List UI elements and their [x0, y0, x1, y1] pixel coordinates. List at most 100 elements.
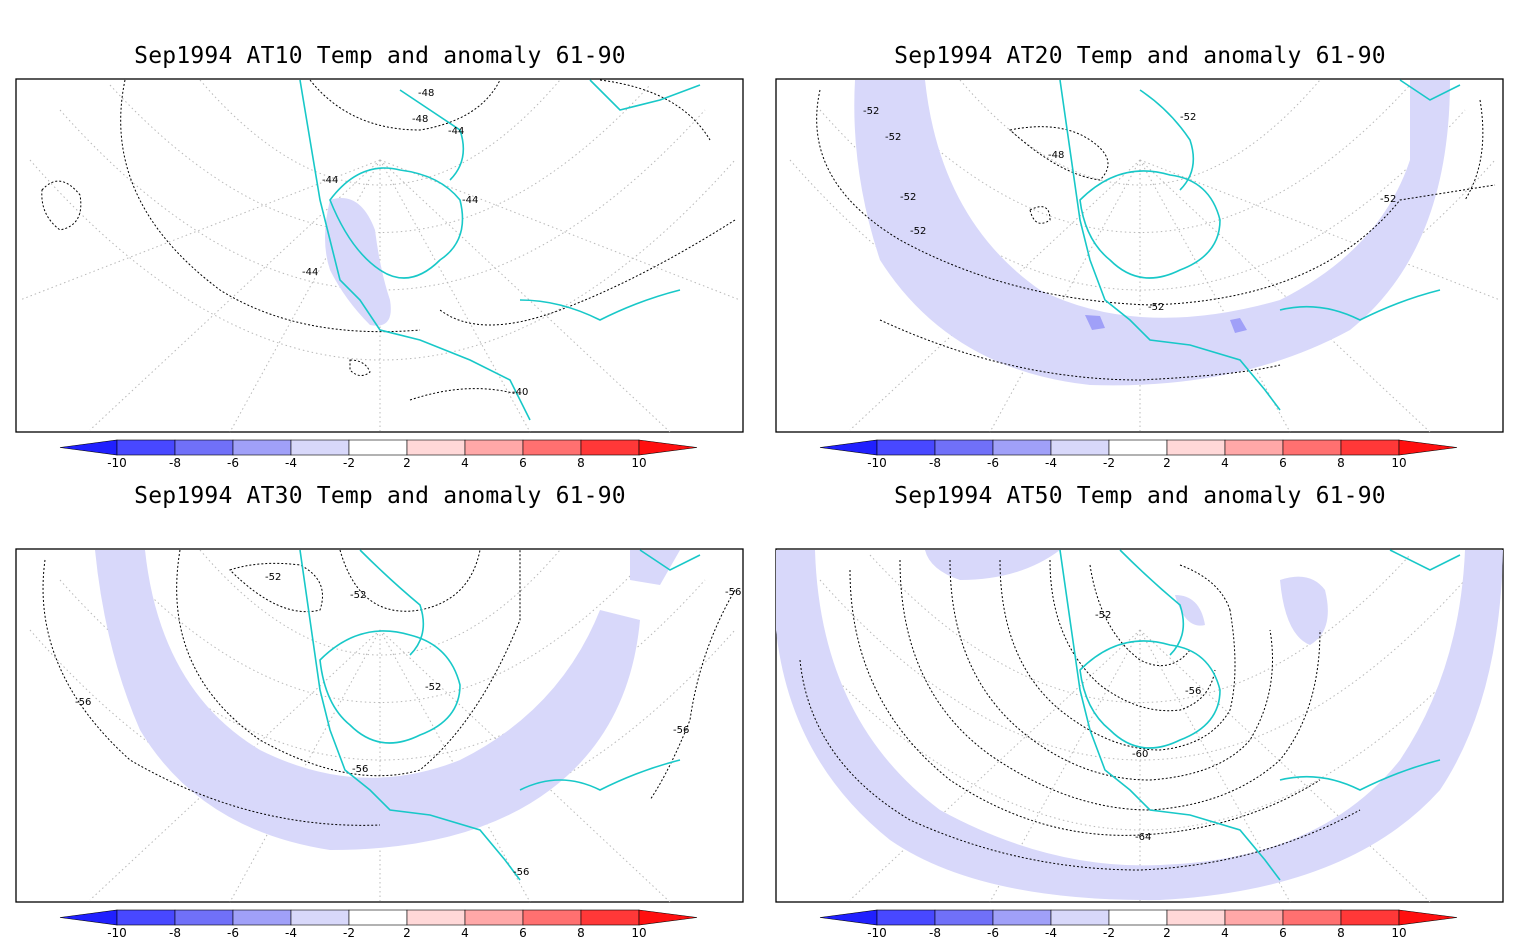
colorbar-segment: [348, 909, 408, 926]
colorbar-segment: [1050, 439, 1110, 456]
colorbar-tick-label: -4: [285, 456, 297, 470]
svg-text:-56: -56: [513, 867, 529, 878]
colorbar-tick-label: 2: [403, 926, 411, 940]
colorbar-segment: [992, 909, 1052, 926]
contour-labels: -52 -56 -60 -64: [1095, 610, 1201, 843]
colorbar-segment: [1108, 439, 1168, 456]
panel-title: Sep1994 AT50 Temp and anomaly 61-90: [894, 483, 1386, 509]
colorbar-segment: [1340, 439, 1400, 456]
colorbar-arrow-right: [638, 909, 698, 926]
contour-labels: -52 -52 -52 -56 -56 -56 -56 -56: [75, 572, 741, 878]
colorbar-tick-label: 10: [631, 456, 646, 470]
colorbar-segment: [1166, 909, 1226, 926]
colorbar-segment: [348, 439, 408, 456]
svg-text:-56: -56: [352, 764, 368, 775]
svg-text:-56: -56: [725, 587, 741, 598]
colorbar: -10 -8 -6 -4 -2 2 4 6 8 10: [59, 909, 698, 940]
colorbar-tick-label: 6: [519, 926, 527, 940]
svg-text:-52: -52: [1148, 302, 1164, 313]
svg-text:-52: -52: [350, 590, 366, 601]
colorbar-segment: [876, 439, 936, 456]
colorbar-arrow-left: [59, 909, 118, 926]
colorbar-segment: [464, 909, 524, 926]
colorbar-segment: [580, 439, 640, 456]
colorbar-tick-label: -8: [169, 926, 181, 940]
svg-text:-56: -56: [75, 697, 91, 708]
colorbar-tick-label: -8: [169, 456, 181, 470]
svg-text:-60: -60: [1132, 749, 1148, 760]
svg-text:-56: -56: [1185, 686, 1201, 697]
contours: [799, 559, 1361, 871]
colorbar-segment: [232, 439, 292, 456]
panel-title: Sep1994 AT30 Temp and anomaly 61-90: [134, 483, 626, 509]
colorbar-tick-label: 2: [1163, 456, 1171, 470]
colorbar-arrow-left: [819, 439, 878, 456]
svg-text:-52: -52: [1095, 610, 1111, 621]
colorbar-tick-label: -8: [929, 456, 941, 470]
svg-text:-48: -48: [1048, 150, 1064, 161]
coastline: [1059, 549, 1461, 881]
colorbar-tick-label: 10: [1391, 456, 1406, 470]
colorbar-tick-label: 4: [1221, 456, 1229, 470]
map-at30: -52 -52 -52 -56 -56 -56 -56 -56: [15, 548, 744, 903]
colorbar-tick-label: -2: [343, 456, 355, 470]
contours: [41, 79, 736, 401]
svg-text:-44: -44: [462, 195, 478, 206]
colorbar-segment: [290, 439, 350, 456]
colorbar-tick-label: 10: [631, 926, 646, 940]
svg-text:-52: -52: [900, 192, 916, 203]
colorbar-segment: [406, 909, 466, 926]
svg-text:-44: -44: [322, 175, 338, 186]
colorbar-tick-label: -10: [107, 456, 127, 470]
map-at20: -52 -52 -52 -52 -48 -52 -52 -52: [775, 78, 1504, 433]
colorbar: -10 -8 -6 -4 -2 2 4 6 8 10: [819, 909, 1458, 940]
coastline: [299, 549, 701, 881]
colorbar-segment: [174, 909, 234, 926]
colorbar-tick-label: 6: [1279, 926, 1287, 940]
svg-text:-44: -44: [448, 126, 464, 137]
colorbar-segment: [1050, 909, 1110, 926]
svg-text:-52: -52: [885, 132, 901, 143]
colorbar-segment: [1340, 909, 1400, 926]
svg-text:-56: -56: [673, 725, 689, 736]
colorbar-segment: [1282, 439, 1342, 456]
colorbar-segment: [1166, 439, 1226, 456]
colorbar-segment: [232, 909, 292, 926]
anomaly-fill: [854, 80, 1450, 386]
panel-title: Sep1994 AT20 Temp and anomaly 61-90: [894, 43, 1386, 69]
svg-text:-52: -52: [863, 106, 879, 117]
anomaly-fill: [95, 550, 680, 850]
colorbar-tick-label: -2: [343, 926, 355, 940]
colorbar-tick-label: 8: [1337, 926, 1345, 940]
colorbar-tick-label: 8: [577, 926, 585, 940]
colorbar-tick-label: 8: [577, 456, 585, 470]
colorbar-segment: [116, 909, 176, 926]
colorbar: -10 -8 -6 -4 -2 2 4 6 8 10: [59, 439, 698, 470]
colorbar-arrow-left: [819, 909, 878, 926]
svg-text:-48: -48: [418, 88, 434, 99]
panel-title: Sep1994 AT10 Temp and anomaly 61-90: [134, 43, 626, 69]
colorbar-arrow-right: [638, 439, 698, 456]
colorbar-segment: [1282, 909, 1342, 926]
panel-at20: Sep1994 AT20 Temp and anomaly 61-90: [760, 0, 1520, 470]
svg-text:-52: -52: [1380, 194, 1396, 205]
svg-text:-48: -48: [412, 114, 428, 125]
map-at10: -48 -48 -44 -44 -44 -44 -40: [15, 78, 744, 433]
colorbar-segment: [116, 439, 176, 456]
colorbar-segment: [1224, 909, 1284, 926]
colorbar-tick-label: 6: [519, 456, 527, 470]
colorbar-tick-label: 4: [461, 456, 469, 470]
colorbar-segment: [934, 439, 994, 456]
colorbar-tick-label: -6: [987, 456, 999, 470]
colorbar-tick-label: -2: [1103, 926, 1115, 940]
svg-text:-52: -52: [265, 572, 281, 583]
colorbar-tick-label: 2: [1163, 926, 1171, 940]
colorbar-tick-label: -4: [1045, 456, 1057, 470]
anomaly-fill: [325, 198, 391, 326]
colorbar-segment: [580, 909, 640, 926]
colorbar-tick-label: -4: [285, 926, 297, 940]
svg-text:-52: -52: [1180, 112, 1196, 123]
map-at50: -52 -56 -60 -64: [775, 548, 1504, 903]
colorbar-tick-label: 2: [403, 456, 411, 470]
colorbar-tick-label: 10: [1391, 926, 1406, 940]
